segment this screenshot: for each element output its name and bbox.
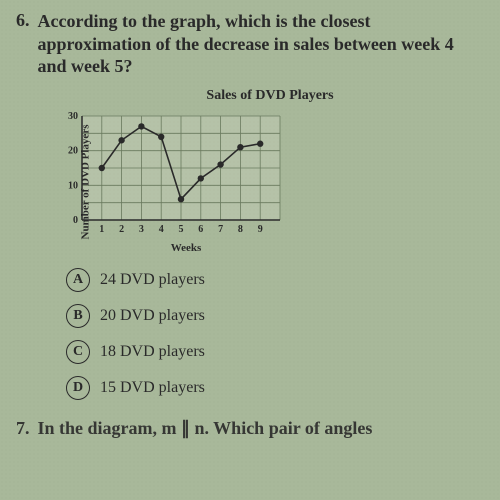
svg-text:30: 30 [68,111,78,122]
svg-text:9: 9 [258,224,263,235]
answer-options: A 24 DVD players B 20 DVD players C 18 DVD pl… [66,268,484,400]
svg-text:8: 8 [238,224,243,235]
svg-text:10: 10 [68,180,78,191]
question-7-number: 7. [16,418,30,439]
option-c[interactable]: C 18 DVD players [66,340,484,364]
svg-text:5: 5 [179,224,184,235]
option-a[interactable]: A 24 DVD players [66,268,484,292]
svg-text:2: 2 [119,224,124,235]
chart-container: Number of DVD Players 0 10 20 30 1 2 3 4 5 6 7 8 9 W… [56,110,316,254]
option-text: 24 DVD players [100,271,205,289]
option-d[interactable]: D 15 DVD players [66,376,484,400]
svg-text:4: 4 [159,224,164,235]
question-number: 6. [16,10,30,78]
svg-text:7: 7 [218,224,223,235]
chart-xlabel: Weeks [56,242,316,254]
option-b[interactable]: B 20 DVD players [66,304,484,328]
svg-text:0: 0 [73,215,78,226]
option-letter: A [66,268,90,292]
question-7-text: In the diagram, m ∥ n. Which pair of ang… [38,418,373,439]
option-text: 18 DVD players [100,343,205,361]
question-7-partial: 7. In the diagram, m ∥ n. Which pair of … [16,418,484,439]
svg-text:1: 1 [99,224,104,235]
option-letter: C [66,340,90,364]
question-text: According to the graph, which is the clo… [38,10,485,78]
chart-title: Sales of DVD Players [56,88,484,104]
option-letter: D [66,376,90,400]
svg-text:3: 3 [139,224,144,235]
svg-text:6: 6 [198,224,203,235]
question-6-header: 6. According to the graph, which is the … [16,10,484,78]
svg-text:20: 20 [68,145,78,156]
option-text: 15 DVD players [100,379,205,397]
chart-ylabel: Number of DVD Players [79,124,91,239]
option-letter: B [66,304,90,328]
option-text: 20 DVD players [100,307,205,325]
